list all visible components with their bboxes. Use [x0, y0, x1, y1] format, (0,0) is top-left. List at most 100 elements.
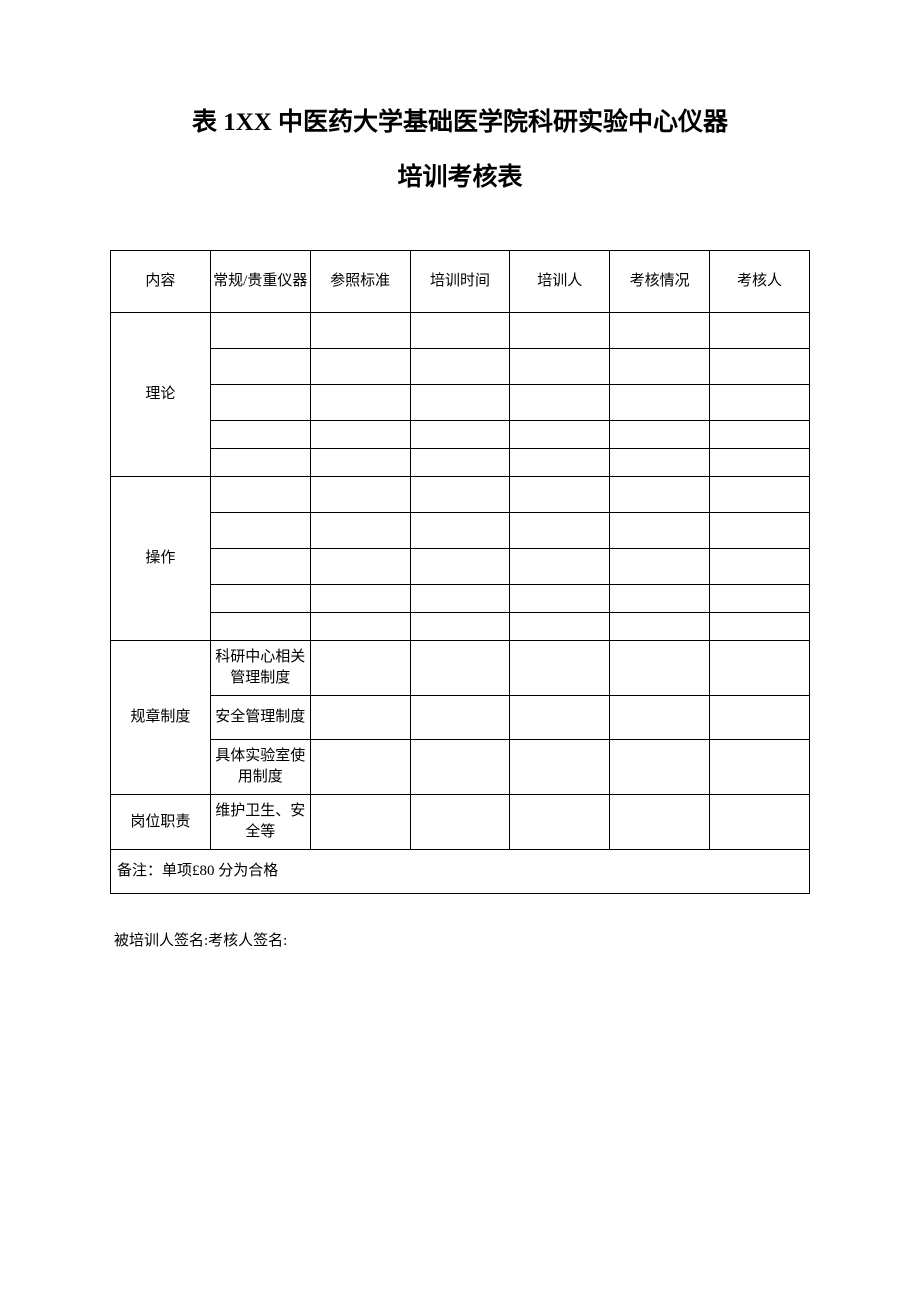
table-row [111, 449, 810, 477]
table-cell [610, 549, 710, 585]
table-row [111, 385, 810, 421]
header-assessment: 考核情况 [610, 251, 710, 313]
table-cell [510, 613, 610, 641]
table-cell [610, 449, 710, 477]
table-cell [710, 585, 810, 613]
table-cell [310, 641, 410, 696]
footer-note: 备注：单项£80 分为合格 [111, 850, 810, 894]
table-cell [310, 585, 410, 613]
table-cell [610, 641, 710, 696]
table-cell [210, 421, 310, 449]
table-cell [610, 795, 710, 850]
table-cell [710, 421, 810, 449]
table-cell [510, 477, 610, 513]
table-cell [410, 313, 510, 349]
table-cell [410, 696, 510, 740]
table-cell [510, 449, 610, 477]
table-cell [410, 477, 510, 513]
table-cell [410, 795, 510, 850]
table-row: 规章制度 科研中心相关管理制度 [111, 641, 810, 696]
table-cell [210, 449, 310, 477]
header-trainer: 培训人 [510, 251, 610, 313]
signature-line: 被培训人签名:考核人签名: [110, 929, 810, 950]
table-cell [510, 696, 610, 740]
table-cell [710, 513, 810, 549]
table-cell [410, 585, 510, 613]
table-row [111, 421, 810, 449]
section-duties: 岗位职责 [111, 795, 211, 850]
table-cell [610, 313, 710, 349]
table-cell [210, 385, 310, 421]
table-cell [610, 477, 710, 513]
table-cell [510, 421, 610, 449]
table-cell [210, 613, 310, 641]
table-cell [410, 513, 510, 549]
table-cell [310, 549, 410, 585]
table-cell [510, 513, 610, 549]
table-cell [610, 696, 710, 740]
table-cell [510, 385, 610, 421]
table-cell [410, 549, 510, 585]
table-row: 安全管理制度 [111, 696, 810, 740]
table-cell [610, 385, 710, 421]
table-cell [710, 613, 810, 641]
table-cell [310, 613, 410, 641]
table-cell [210, 585, 310, 613]
table-cell [610, 585, 710, 613]
table-header-row: 内容 常规/贵重仪器 参照标准 培训时间 培训人 考核情况 考核人 [111, 251, 810, 313]
header-assessor: 考核人 [710, 251, 810, 313]
table-cell [410, 613, 510, 641]
header-content: 内容 [111, 251, 211, 313]
table-cell [310, 740, 410, 795]
rules-item-2: 安全管理制度 [210, 696, 310, 740]
table-cell [610, 421, 710, 449]
table-cell [410, 349, 510, 385]
table-cell [410, 740, 510, 795]
page-title-block: 表 1XX 中医药大学基础医学院科研实验中心仪器 培训考核表 [110, 100, 810, 200]
table-cell [510, 313, 610, 349]
table-cell [610, 349, 710, 385]
table-cell [310, 795, 410, 850]
table-cell [610, 740, 710, 795]
title-line-2: 培训考核表 [110, 155, 810, 200]
duties-item-1: 维护卫生、安全等 [210, 795, 310, 850]
table-row [111, 613, 810, 641]
table-cell [310, 421, 410, 449]
assessment-table: 内容 常规/贵重仪器 参照标准 培训时间 培训人 考核情况 考核人 理论 [110, 250, 810, 894]
table-cell [410, 385, 510, 421]
table-cell [710, 449, 810, 477]
table-cell [210, 549, 310, 585]
table-cell [310, 513, 410, 549]
table-cell [310, 313, 410, 349]
table-cell [710, 740, 810, 795]
table-cell [710, 641, 810, 696]
table-cell [510, 549, 610, 585]
table-row [111, 549, 810, 585]
table-footer-row: 备注：单项£80 分为合格 [111, 850, 810, 894]
section-operation: 操作 [111, 477, 211, 641]
table-cell [610, 513, 710, 549]
table-cell [710, 385, 810, 421]
table-cell [210, 313, 310, 349]
section-rules: 规章制度 [111, 641, 211, 795]
table-cell [510, 585, 610, 613]
table-cell [210, 349, 310, 385]
table-cell [310, 696, 410, 740]
table-cell [410, 449, 510, 477]
rules-item-1: 科研中心相关管理制度 [210, 641, 310, 696]
table-cell [210, 513, 310, 549]
table-row [111, 349, 810, 385]
table-row [111, 585, 810, 613]
table-cell [310, 349, 410, 385]
table-cell [510, 641, 610, 696]
table-cell [210, 477, 310, 513]
table-cell [710, 795, 810, 850]
table-cell [510, 349, 610, 385]
section-theory: 理论 [111, 313, 211, 477]
table-cell [310, 449, 410, 477]
title-line-1: 表 1XX 中医药大学基础医学院科研实验中心仪器 [110, 100, 810, 145]
table-cell [510, 795, 610, 850]
table-cell [410, 421, 510, 449]
table-cell [710, 477, 810, 513]
header-instrument: 常规/贵重仪器 [210, 251, 310, 313]
